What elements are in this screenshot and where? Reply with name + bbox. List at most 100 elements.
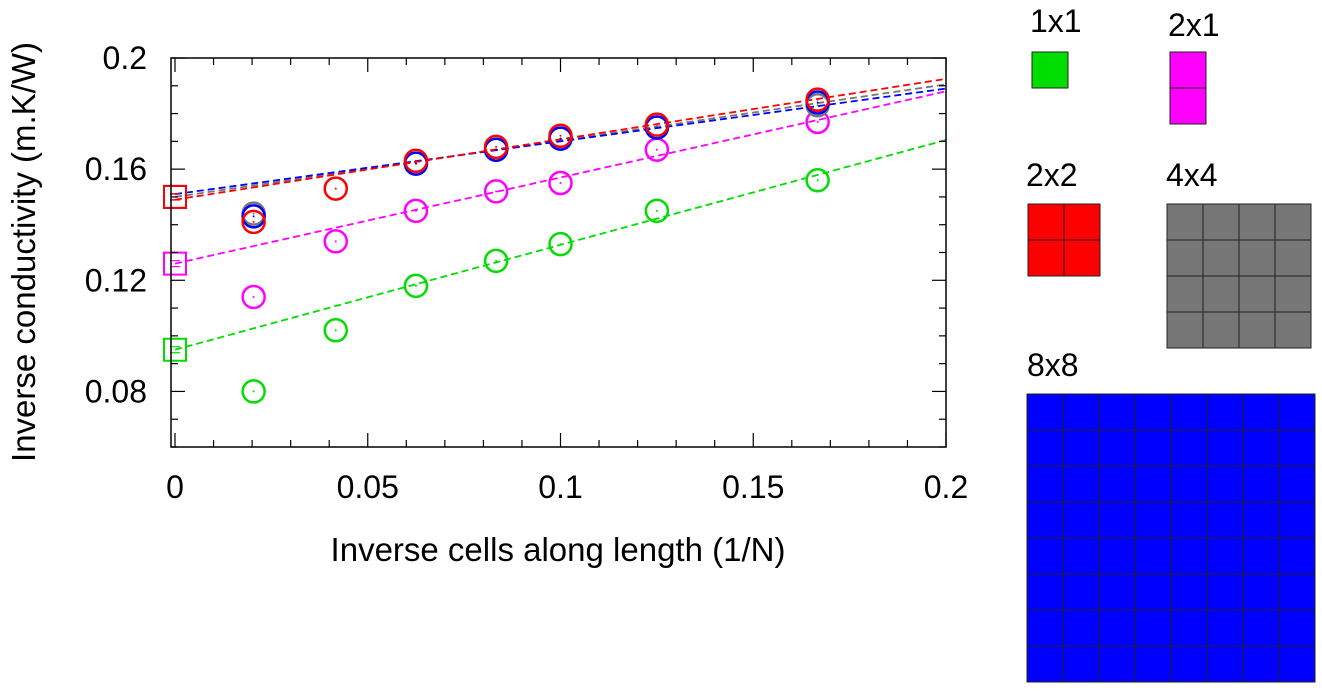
legend-label-4x4: 4x4 [1166, 157, 1218, 193]
data-point-center-1x1 [495, 259, 498, 262]
legend-swatch-cell-8x8 [1206, 393, 1244, 431]
legend-swatch-cell-8x8 [1062, 645, 1100, 683]
legend-swatch-cell-4x4 [1238, 239, 1276, 277]
legend-swatch-cell-8x8 [1206, 429, 1244, 467]
legend-swatch-cell-4x4 [1202, 275, 1240, 313]
legend-swatch-cell-8x8 [1062, 465, 1100, 503]
data-point-center-2x1 [334, 240, 337, 243]
data-point-center-2x1 [559, 182, 562, 185]
extrapolated-marker-1x1 [163, 337, 187, 362]
legend-swatch-cell-8x8 [1170, 537, 1208, 575]
legend-label-1x1: 1x1 [1030, 3, 1082, 39]
legend-swatch-cell-8x8 [1026, 465, 1064, 503]
data-point-1x1 [644, 198, 670, 224]
legend-swatch-cell-8x8 [1242, 429, 1280, 467]
legend-swatch-cell-8x8 [1170, 573, 1208, 611]
x-tick-label: 0 [166, 469, 184, 505]
legend-swatch-cell-8x8 [1134, 501, 1172, 539]
legend-swatch-cell-4x4 [1238, 311, 1276, 349]
legend-swatch-cell-4x4 [1238, 275, 1276, 313]
legend-swatch-cell-4x4 [1238, 203, 1276, 241]
data-point-2x2 [644, 112, 670, 137]
data-point-center-8x8 [414, 162, 417, 165]
legend-swatch-cell-8x8 [1206, 573, 1244, 611]
y-tick-label: 0.08 [85, 373, 147, 409]
data-point-center-2x1 [816, 120, 819, 123]
legend-swatch-cell-4x4 [1166, 275, 1204, 313]
legend-swatch-cell-8x8 [1278, 393, 1316, 431]
legend-swatch-cell-8x8 [1098, 537, 1136, 575]
data-point-center-2x2 [252, 220, 255, 223]
data-point-center-2x1 [414, 209, 417, 212]
legend-swatch-cell-8x8 [1170, 645, 1208, 683]
legend-swatch-cell-2x2 [1063, 239, 1101, 277]
y-axis-label: Inverse conductivity (m.K/W) [5, 42, 42, 462]
x-tick-label: 0.1 [538, 469, 582, 505]
legend-swatch-cell-8x8 [1098, 393, 1136, 431]
legend-swatch-cell-4x4 [1166, 203, 1204, 241]
legend-label-8x8: 8x8 [1027, 347, 1079, 383]
data-point-center-8x8 [816, 101, 819, 104]
legend-swatch-cell-8x8 [1026, 537, 1064, 575]
data-point-center-8x8 [252, 215, 255, 218]
data-point-2x2 [548, 123, 573, 149]
legend-swatch-cell-4x4 [1166, 311, 1204, 349]
legend-swatch-cell-4x4 [1274, 239, 1312, 277]
legend-swatch-cell-8x8 [1278, 429, 1316, 467]
data-point-center-8x8 [655, 126, 658, 129]
legend-swatch-cell-4x4 [1202, 239, 1240, 277]
legend-swatch-cell-8x8 [1170, 501, 1208, 539]
legend-swatch-cell-8x8 [1242, 393, 1280, 431]
legend-swatch-cell-8x8 [1278, 537, 1316, 575]
data-point-2x1 [241, 284, 266, 310]
legend-swatch-cell-8x8 [1278, 501, 1316, 539]
legend-label-2x2: 2x2 [1026, 157, 1078, 193]
tick-labels: 0 0.05 0.1 0.15 0.2 0.08 0.12 0.16 0.2 [85, 40, 969, 505]
legend-swatch-cell-8x8 [1278, 609, 1316, 647]
legend-swatch-cell-8x8 [1098, 609, 1136, 647]
data-point-2x2 [323, 176, 349, 201]
legend-swatch-cell-2x2 [1063, 203, 1101, 241]
legend-swatch-cell-4x4 [1202, 311, 1240, 349]
legend-swatch-cell-1x1 [1031, 51, 1069, 89]
legend-swatch-cell-8x8 [1026, 429, 1064, 467]
y-tick-label: 0.2 [103, 40, 147, 76]
data-point-2x2 [241, 209, 266, 235]
legend-swatch-cell-2x1 [1169, 51, 1207, 89]
legend-label-2x1: 2x1 [1168, 7, 1220, 43]
legend: 1x1 2x1 2x2 4x4 8x8 [1026, 3, 1316, 683]
data-point-center-2x2 [414, 159, 417, 162]
legend-swatch-cell-8x8 [1062, 609, 1100, 647]
legend-swatch-cell-8x8 [1206, 501, 1244, 539]
fit-line-8x8 [174, 87, 947, 196]
legend-swatch-cell-8x8 [1062, 573, 1100, 611]
data-point-8x8 [241, 204, 266, 229]
data-point-center-8x8 [559, 137, 562, 140]
data-point-center-1x1 [559, 243, 562, 246]
legend-swatch-cell-8x8 [1242, 645, 1280, 683]
legend-swatch-cell-2x1 [1169, 87, 1207, 125]
legend-swatch-cell-8x8 [1026, 393, 1064, 431]
legend-swatch-cell-8x8 [1098, 501, 1136, 539]
data-point-center-2x1 [495, 190, 498, 193]
legend-swatch-cell-8x8 [1098, 573, 1136, 611]
data-point-1x1 [323, 318, 349, 343]
legend-swatch-cell-8x8 [1134, 393, 1172, 431]
data-point-1x1 [403, 273, 429, 299]
legend-swatch-cell-8x8 [1206, 537, 1244, 575]
fit-lines [174, 77, 947, 351]
data-point-1x1 [548, 231, 573, 257]
data-point-center-2x2 [334, 187, 337, 190]
legend-swatch-cell-8x8 [1062, 429, 1100, 467]
data-point-2x2 [403, 148, 429, 174]
data-point-2x1 [323, 229, 349, 254]
y-tick-label: 0.12 [85, 262, 147, 298]
data-point-center-2x2 [559, 134, 562, 137]
x-tick-label: 0.15 [722, 469, 784, 505]
legend-swatch-cell-8x8 [1134, 645, 1172, 683]
legend-swatch-cell-8x8 [1206, 465, 1244, 503]
legend-swatch-cell-8x8 [1134, 609, 1172, 647]
legend-swatch-cell-8x8 [1062, 501, 1100, 539]
legend-swatch-cell-8x8 [1278, 465, 1316, 503]
